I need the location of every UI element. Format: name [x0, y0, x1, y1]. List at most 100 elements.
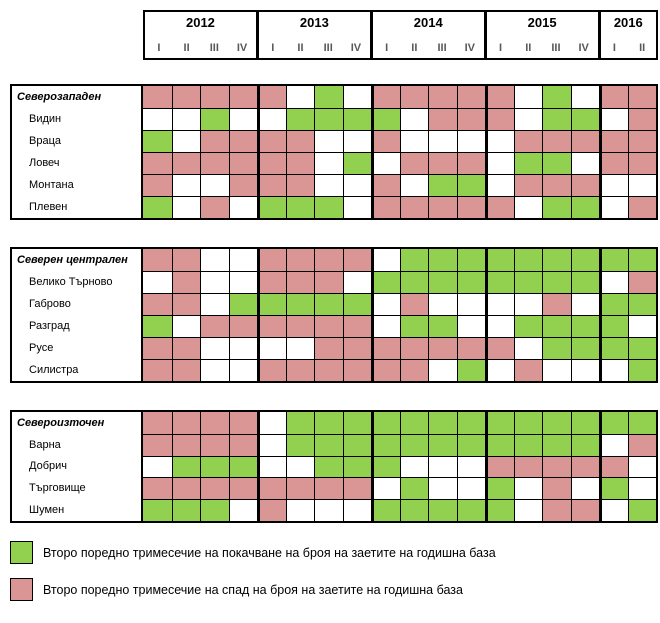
heatmap-cell-none: [171, 130, 200, 152]
heatmap-cell-decrease: [542, 455, 571, 478]
heatmap-cell-increase: [143, 315, 172, 337]
heatmap-cell-decrease: [627, 108, 656, 130]
heatmap-cell-decrease: [200, 412, 229, 434]
heatmap-cell-decrease: [428, 337, 457, 359]
heatmap-cell-increase: [143, 196, 172, 218]
district-label: Ловеч: [29, 157, 60, 169]
heatmap-grid: [143, 86, 656, 218]
heatmap-cell-decrease: [399, 359, 428, 381]
heatmap-cell-increase: [399, 433, 428, 456]
heatmap-cell-increase: [570, 412, 599, 434]
district-label: Варна: [29, 438, 61, 451]
heatmap-cell-none: [143, 455, 172, 478]
heatmap-cell-decrease: [399, 86, 428, 108]
heatmap-cell-decrease: [513, 359, 542, 381]
heatmap-cell-none: [171, 196, 200, 218]
heatmap-cell-none: [371, 315, 400, 337]
year-label: 2012: [185, 15, 215, 30]
heatmap-cell-decrease: [485, 455, 514, 478]
heatmap-cell-decrease: [171, 293, 200, 315]
quarter-label: II: [183, 42, 190, 54]
heatmap-cell-none: [285, 499, 314, 521]
heatmap-cell-increase: [171, 499, 200, 521]
legend-label: Второ поредно тримесечие на спад на броя…: [43, 582, 463, 597]
quarter-label: I: [157, 42, 161, 54]
heatmap-cell-decrease: [285, 174, 314, 196]
heatmap-cell-decrease: [171, 477, 200, 500]
heatmap-cell-increase: [570, 249, 599, 271]
heatmap-cell-decrease: [143, 359, 172, 381]
year-group: 2012 I II III IV: [145, 12, 256, 58]
heatmap-cell-increase: [513, 433, 542, 456]
heatmap-cell-none: [285, 337, 314, 359]
heatmap-cell-increase: [428, 433, 457, 456]
heatmap-cell-decrease: [200, 196, 229, 218]
heatmap-cell-increase: [399, 412, 428, 434]
heatmap-cell-increase: [371, 455, 400, 478]
heatmap-cell-decrease: [371, 174, 400, 196]
year-label: 2013: [299, 15, 329, 30]
heatmap-cell-none: [342, 271, 371, 293]
heatmap-cell-increase: [371, 412, 400, 434]
heatmap-cell-none: [228, 108, 257, 130]
heatmap-cell-increase: [456, 433, 485, 456]
heatmap-cell-none: [542, 359, 571, 381]
heatmap-cell-decrease: [513, 174, 542, 196]
year-group: 2015 I II III IV: [483, 12, 598, 58]
heatmap-cell-increase: [371, 108, 400, 130]
heatmap-cell-none: [314, 174, 343, 196]
heatmap-cell-none: [485, 315, 514, 337]
heatmap-cell-none: [513, 196, 542, 218]
heatmap-cell-decrease: [542, 499, 571, 521]
region-block: Северен централен Велико Търново Габрово Ра…: [10, 247, 658, 383]
heatmap-cell-decrease: [171, 271, 200, 293]
heatmap-cell-none: [513, 293, 542, 315]
heatmap-cell-decrease: [314, 359, 343, 381]
heatmap-cell-increase: [371, 433, 400, 456]
heatmap-cell-none: [627, 477, 656, 500]
heatmap-cell-decrease: [542, 130, 571, 152]
heatmap-cell-decrease: [171, 412, 200, 434]
heatmap-cell-increase: [285, 433, 314, 456]
quarter-label: II: [297, 42, 304, 54]
heatmap-cell-decrease: [542, 174, 571, 196]
heatmap-cell-decrease: [570, 455, 599, 478]
heatmap-cell-decrease: [285, 477, 314, 500]
heatmap-cell-increase: [399, 499, 428, 521]
heatmap-cell-decrease: [513, 130, 542, 152]
heatmap-cell-decrease: [228, 433, 257, 456]
heatmap-cell-increase: [513, 271, 542, 293]
heatmap-cell-decrease: [228, 174, 257, 196]
heatmap-cell-none: [171, 108, 200, 130]
heatmap-cell-decrease: [599, 152, 628, 174]
heatmap-cell-decrease: [599, 86, 628, 108]
heatmap-cell-increase: [599, 477, 628, 500]
heatmap-cell-increase: [371, 499, 400, 521]
heatmap-cell-increase: [314, 293, 343, 315]
heatmap-cell-decrease: [485, 108, 514, 130]
heatmap-cell-increase: [456, 271, 485, 293]
year-group: 2016 I II: [597, 12, 656, 58]
heatmap-cell-increase: [228, 293, 257, 315]
heatmap-cell-none: [513, 477, 542, 500]
heatmap-cell-none: [428, 477, 457, 500]
heatmap-cell-none: [513, 86, 542, 108]
heatmap-cell-increase: [399, 271, 428, 293]
heatmap-cell-increase: [542, 337, 571, 359]
heatmap-cell-decrease: [143, 433, 172, 456]
heatmap-cell-increase: [399, 315, 428, 337]
heatmap-cell-increase: [570, 433, 599, 456]
heatmap-cell-none: [200, 337, 229, 359]
district-label: Русе: [29, 342, 54, 354]
region-block: Североизточен Варна Добрич Търговище Шумен: [10, 410, 658, 523]
heatmap-cell-decrease: [143, 174, 172, 196]
quarter-label: IV: [236, 42, 248, 54]
heatmap-cell-none: [171, 174, 200, 196]
heatmap-cell-decrease: [399, 337, 428, 359]
heatmap-cell-none: [513, 337, 542, 359]
heatmap-cell-none: [570, 359, 599, 381]
heatmap-cell-none: [599, 196, 628, 218]
timeline-header: 2012 I II III IV 2013 I II III IV 2014 I II III IV 2015…: [143, 10, 658, 60]
heatmap-cell-decrease: [456, 196, 485, 218]
heatmap-cell-none: [342, 499, 371, 521]
